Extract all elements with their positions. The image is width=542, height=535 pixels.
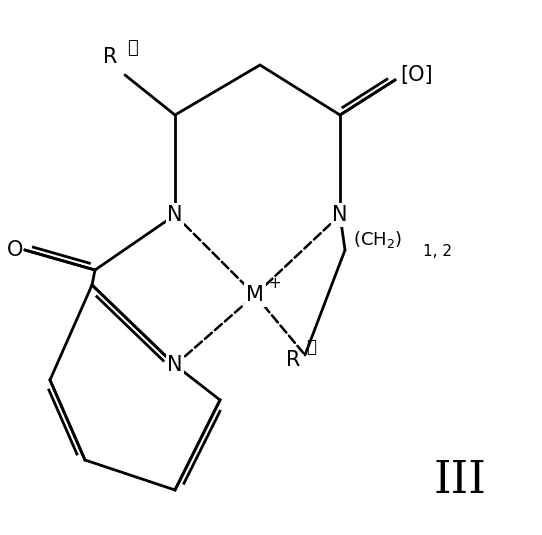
Text: M: M	[246, 285, 264, 305]
Text: O: O	[7, 240, 23, 260]
Text: 光: 光	[127, 39, 138, 57]
Text: R: R	[286, 350, 300, 370]
Text: N: N	[167, 205, 183, 225]
Text: III: III	[434, 458, 486, 502]
Text: [O]: [O]	[400, 65, 433, 85]
Text: N: N	[167, 355, 183, 375]
Text: +: +	[268, 276, 281, 291]
Text: (CH$_2$): (CH$_2$)	[353, 230, 402, 250]
Text: 1, 2: 1, 2	[423, 244, 452, 259]
Text: 杂: 杂	[306, 338, 316, 356]
Text: N: N	[332, 205, 348, 225]
Text: R: R	[102, 47, 117, 67]
